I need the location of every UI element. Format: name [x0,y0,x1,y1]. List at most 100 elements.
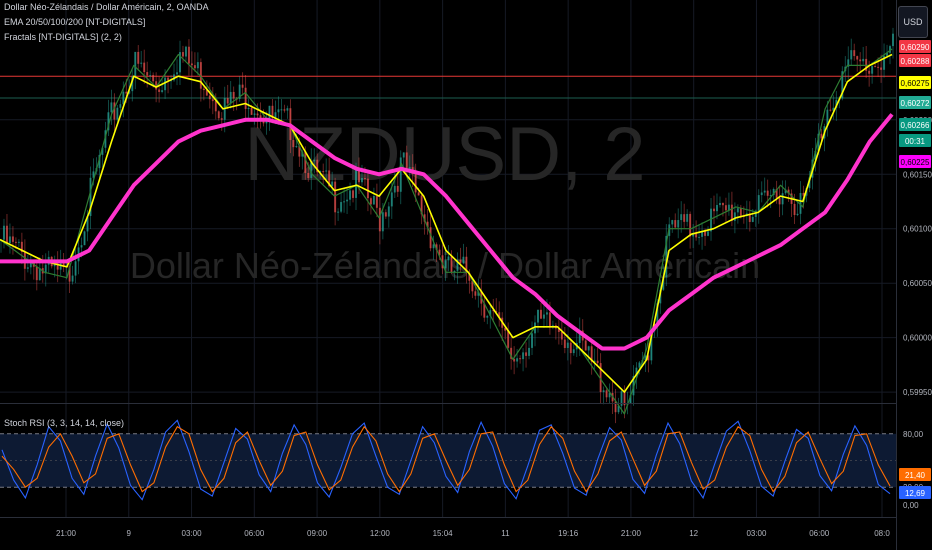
osc-tick-label: 0,00 [903,501,919,510]
candle-body [414,174,417,193]
candle-body [707,231,710,236]
candle-body [566,342,569,348]
time-axis-border [0,517,896,518]
candle-body [605,390,608,398]
candle-body [316,159,319,173]
candle-body [426,221,429,228]
candle-body [868,70,871,74]
candle-body [304,151,307,173]
price-label-text: 0,60290 [901,43,930,52]
candle-body [542,314,545,319]
candle-body [17,241,20,243]
candle-body [283,109,286,111]
candle-body [892,33,894,47]
candle-body [247,107,250,109]
price-tick-label: 0,60050 [903,279,932,288]
candle-body [539,309,542,319]
candle-body [483,303,486,318]
candle-body [8,236,11,243]
candle-body [724,205,727,211]
candle-body [184,46,187,57]
candle-body [820,133,823,139]
price-tick-label: 0,60150 [903,170,932,179]
stoch-rsi-pane [0,419,896,501]
candle-body [710,208,713,232]
candle-body [334,181,337,213]
candle-body [751,216,754,222]
candle-body [190,63,193,66]
stoch-rsi-legend[interactable]: Stoch RSI (3, 3, 14, 14, close) [4,418,125,428]
candle-body [847,59,850,67]
candle-body [859,59,862,62]
candle-body [715,205,718,212]
candle-body [420,195,423,215]
price-label-bg [899,134,931,147]
candle-body [226,98,229,104]
candle-body [292,140,295,148]
price-labels: 0,60290 0,60288 0,60275 0,60272 0,60266 00:31… [899,40,931,499]
candle-body [277,109,280,113]
candle-body [778,197,781,205]
candle-body [560,331,563,340]
candle-body [83,231,86,246]
candle-body [307,172,310,178]
price-tick-label: 0,60000 [903,334,932,343]
candle-body [545,312,548,315]
candle-body [44,264,47,274]
candle-body [730,204,733,221]
indicator-fractals-legend[interactable]: Fractals [NT-DIGITALS] (2, 2) [4,32,122,42]
candle-body [656,303,659,324]
candle-body [569,342,572,354]
candle-body [104,130,107,148]
price-label-text: 0,60275 [901,79,930,88]
candle-body [525,352,528,356]
candle-body [662,277,665,290]
candle-body [369,198,372,205]
candle-body [459,259,462,264]
candle-body [519,358,522,360]
candle-body [507,330,510,348]
candle-body [477,291,480,296]
indicator-ema-legend[interactable]: EMA 20/50/100/200 [NT-DIGITALS] [4,17,146,27]
candle-body [677,220,680,228]
candle-body [131,76,134,92]
candle-body [760,192,763,196]
candle-body [181,52,184,57]
candle-body [596,360,599,364]
price-label-bg [899,76,931,89]
time-tick-label: 12:00 [370,529,391,538]
candle-body [450,256,453,273]
candle-body [14,241,17,243]
candle-body [393,185,396,193]
price-tick-label: 0,60100 [903,225,932,234]
stoch-d-line [1,425,891,493]
candle-body [196,62,199,69]
candle-body [220,118,223,120]
currency-button[interactable]: USD [898,6,928,38]
candle-body [701,230,704,237]
price-label-bg [899,96,931,109]
candle-body [68,265,71,282]
candle-body [86,215,89,232]
candle-body [161,90,164,92]
candle-body [883,55,886,70]
candle-body [874,66,877,68]
candle-body [474,291,477,296]
pane-divider[interactable] [0,403,896,404]
candle-body [167,77,170,81]
chart-title[interactable]: Dollar Néo-Zélandais / Dollar Américain,… [4,2,209,12]
candle-body [343,201,346,203]
candle-body [375,196,378,208]
price-label-bg [899,40,931,53]
candle-body [244,87,247,109]
time-axis[interactable]: 21:00 9 03:00 06:00 09:00 12:00 15:04 11 19:16 21… [56,529,890,538]
candle-body [680,214,683,221]
candle-body [510,347,513,359]
candle-body [402,152,405,158]
candle-body [713,208,716,212]
price-label-text: 0,60288 [901,57,930,66]
candle-body [390,192,393,207]
horizontal-levels [0,75,896,99]
candle-body [250,107,253,115]
